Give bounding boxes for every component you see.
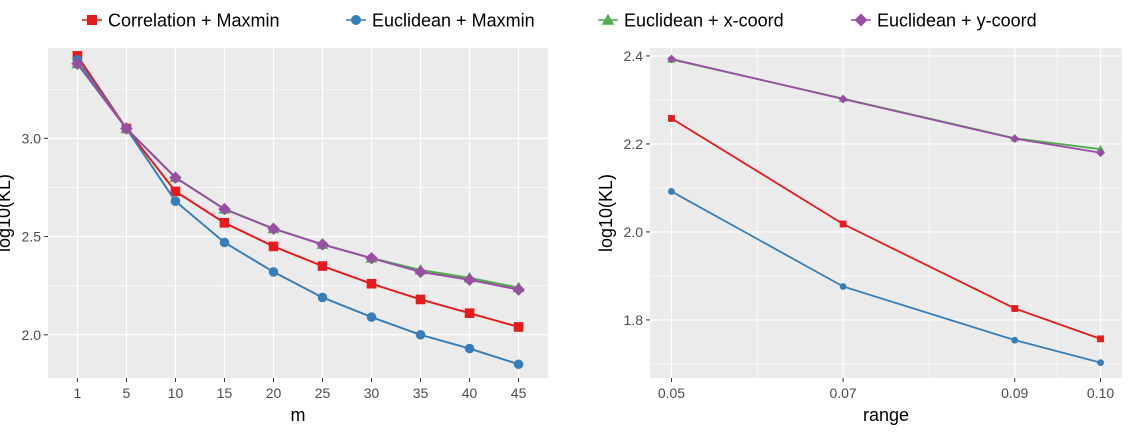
data-point	[464, 308, 475, 318]
data-point	[268, 267, 279, 277]
series-line-2	[671, 190, 1101, 364]
y-tick-label: 2.5	[22, 229, 42, 245]
legend-label: Euclidean + Maxmin	[372, 11, 535, 31]
legend-item-2: Euclidean + Maxmin	[346, 11, 535, 31]
data-point	[317, 292, 328, 303]
panel-range: 1.8 2.0 2.2 2.4 0.05 0.07 0.09 0.10 range log10(K…	[596, 48, 1122, 425]
data-point	[1010, 134, 1020, 144]
series-line-2	[76, 59, 519, 366]
data-point	[1096, 148, 1105, 158]
data-point	[513, 359, 524, 370]
data-point	[170, 196, 181, 207]
legend-label: Euclidean + x-coord	[624, 11, 784, 31]
x-tick-label: 30	[364, 385, 380, 401]
y-tick-label: 2.2	[624, 136, 644, 152]
x-tick-label: 1	[74, 385, 82, 401]
y-tick-label: 2.0	[22, 327, 42, 343]
series-line-1	[670, 117, 1101, 340]
x-tick-label: 0.09	[1001, 385, 1028, 401]
legend: Correlation + Maxmin Euclidean + Maxmin Eu…	[82, 11, 1037, 31]
y-tick-label: 2.4	[624, 48, 644, 64]
data-point	[839, 220, 847, 228]
data-point	[1097, 359, 1104, 366]
data-point	[512, 283, 525, 296]
x-axis-title: m	[291, 405, 306, 425]
y-tick-label: 2.0	[624, 224, 644, 240]
legend-item-1: Correlation + Maxmin	[82, 11, 280, 31]
series-line-1	[76, 55, 519, 328]
x-tick-label: 0.07	[829, 385, 856, 401]
data-point	[365, 251, 378, 265]
series-line-4	[671, 58, 1101, 154]
data-point	[71, 57, 84, 70]
x-axis-title: range	[863, 405, 909, 425]
data-point	[838, 94, 848, 104]
legend-label: Correlation + Maxmin	[108, 11, 280, 31]
x-tick-label: 0.05	[658, 385, 685, 401]
data-point	[414, 265, 427, 279]
data-point	[464, 343, 475, 354]
x-tick-label: 20	[266, 385, 282, 401]
data-point	[219, 237, 230, 248]
data-point	[170, 186, 181, 197]
x-tick-label: 35	[413, 385, 429, 401]
panel-background	[48, 48, 548, 378]
x-tick-label: 40	[462, 385, 478, 401]
y-tick-label: 1.8	[624, 312, 644, 328]
data-point	[169, 171, 182, 184]
data-point	[1011, 336, 1019, 344]
data-point	[463, 273, 476, 287]
panel-background	[650, 48, 1122, 378]
data-point	[120, 122, 133, 135]
data-point	[366, 278, 377, 289]
legend-label: Euclidean + y-coord	[877, 11, 1037, 31]
data-point	[268, 241, 279, 252]
data-point	[415, 329, 426, 340]
data-point	[668, 188, 675, 195]
x-tick-label: 0.10	[1087, 385, 1114, 401]
legend-item-3: Euclidean + x-coord	[598, 11, 784, 31]
data-point	[415, 294, 426, 305]
x-tick-label: 10	[168, 385, 184, 401]
data-point	[317, 261, 328, 271]
data-point	[1097, 335, 1104, 343]
legend-item-4: Euclidean + y-coord	[851, 11, 1037, 31]
x-tick-label: 45	[511, 385, 527, 401]
data-point	[366, 312, 377, 322]
legend-marker-diamond	[854, 13, 868, 27]
data-point	[218, 202, 231, 216]
x-tick-label: 5	[123, 385, 131, 401]
data-point	[667, 54, 676, 64]
data-point	[316, 238, 329, 251]
x-tick-label: 15	[217, 385, 233, 401]
y-axis-title: log10(KL)	[596, 174, 616, 252]
data-point	[1011, 305, 1019, 312]
data-point	[513, 322, 524, 332]
series-line-4	[76, 63, 519, 291]
data-point	[267, 222, 280, 235]
legend-marker-circle	[351, 15, 361, 25]
data-point	[668, 115, 675, 122]
x-tick-label: 25	[315, 385, 331, 401]
y-tick-label: 3.0	[22, 130, 42, 146]
legend-marker-triangle	[601, 13, 615, 25]
data-point	[219, 218, 230, 228]
legend-marker-square	[87, 15, 97, 25]
y-axis-title: log10(KL)	[0, 174, 14, 252]
data-point	[839, 283, 847, 290]
